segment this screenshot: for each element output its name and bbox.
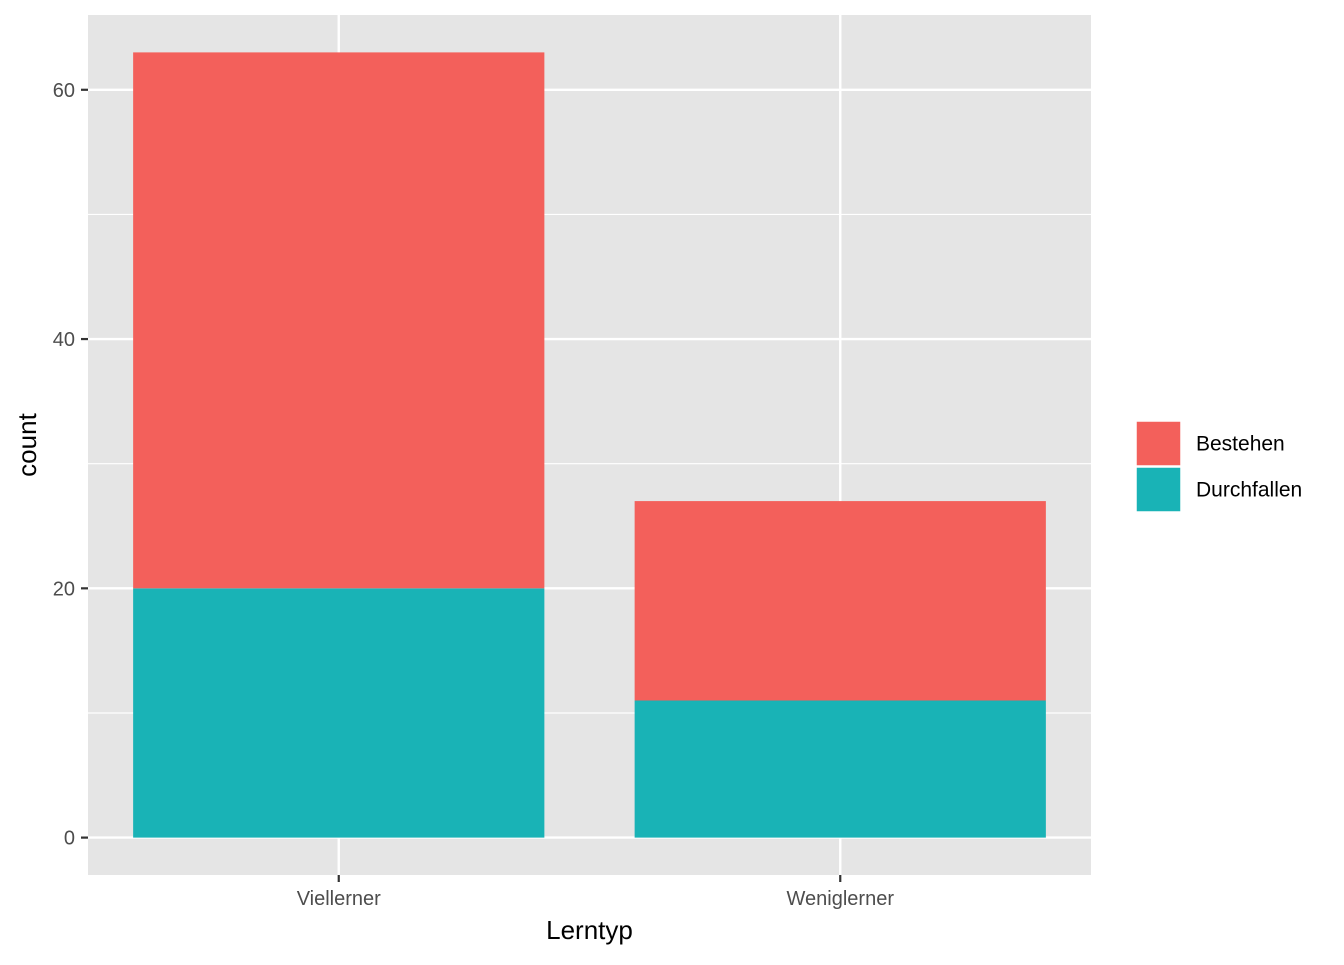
x-axis: Viellerner Weniglerner [297,875,895,910]
legend-key-durchfallen [1135,466,1182,513]
bar-bestehen-viellerner [133,52,545,589]
y-tick-label: 60 [53,80,75,102]
x-axis-title: Lerntyp [546,915,633,945]
legend-label-durchfallen: Durchfallen [1196,479,1302,502]
y-tick-label: 0 [64,828,75,850]
y-tick-label: 20 [53,578,75,600]
x-tick-label: Viellerner [297,888,381,910]
y-axis: 0 20 40 60 [53,80,88,850]
bar-bestehen-weniglerner [634,501,1046,701]
legend-label-bestehen: Bestehen [1196,433,1285,456]
bar-durchfallen-viellerner [133,588,545,838]
bar-durchfallen-weniglerner [634,700,1046,838]
x-tick-label: Weniglerner [787,888,895,910]
y-tick-label: 40 [53,329,75,351]
bars [133,52,1046,838]
y-axis-title: count [12,412,42,476]
legend: Bestehen Durchfallen [1135,420,1302,513]
legend-key-bestehen [1135,420,1182,467]
